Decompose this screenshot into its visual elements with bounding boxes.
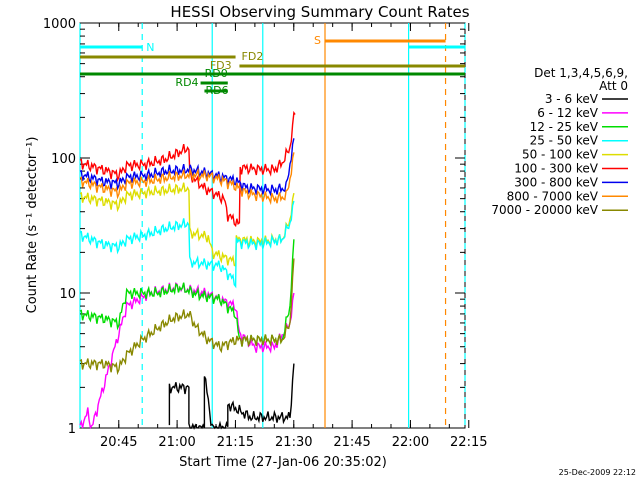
series-line-1 bbox=[79, 138, 295, 197]
x-tick-label: 20:45 bbox=[100, 435, 137, 450]
attenuator-label: N bbox=[146, 41, 154, 54]
series-line-0 bbox=[79, 110, 296, 228]
flag-label-rd0: RD0 bbox=[205, 67, 228, 80]
series-line-4 bbox=[79, 200, 295, 289]
series-line-8 bbox=[168, 363, 295, 430]
series-line-3 bbox=[79, 182, 295, 268]
plot-frame bbox=[79, 22, 466, 429]
legend-label: 800 - 7000 keV bbox=[507, 189, 599, 203]
flag-label-rd6: RD6 bbox=[205, 84, 228, 97]
legend-label: 3 - 6 keV bbox=[545, 92, 599, 106]
y-tick-label: 10 bbox=[59, 287, 76, 302]
flag-label-rd4: RD4 bbox=[175, 76, 198, 89]
legend-label: 50 - 100 keV bbox=[522, 148, 599, 162]
legend-header: Det 1,3,4,5,6,9, bbox=[534, 66, 628, 80]
footer-timestamp: 25-Dec-2009 22:12 bbox=[559, 468, 636, 477]
legend-header-att: Att 0 bbox=[599, 79, 628, 93]
chart-title: HESSI Observing Summary Count Rates bbox=[170, 3, 469, 21]
flag-label-fd2: FD2 bbox=[242, 50, 264, 63]
series-line-5 bbox=[79, 281, 295, 430]
x-tick-label: 22:15 bbox=[450, 435, 487, 450]
series-line-7 bbox=[79, 258, 295, 376]
y-tick-label: 1000 bbox=[43, 17, 76, 32]
legend-label: 25 - 50 keV bbox=[530, 134, 599, 148]
x-tick-label: 21:00 bbox=[158, 435, 195, 450]
x-axis-label: Start Time (27-Jan-06 20:35:02) bbox=[179, 455, 387, 470]
flag-label-s: S bbox=[314, 34, 321, 47]
series-line-2 bbox=[79, 152, 295, 206]
legend-label: 100 - 300 keV bbox=[514, 162, 598, 176]
x-tick-label: 21:30 bbox=[275, 435, 312, 450]
x-tick-label: 22:00 bbox=[392, 435, 429, 450]
legend-label: 300 - 800 keV bbox=[514, 175, 598, 189]
legend-label: 12 - 25 keV bbox=[530, 120, 599, 134]
series-line-6 bbox=[79, 239, 295, 348]
legend-label: 7000 - 20000 keV bbox=[491, 203, 598, 217]
y-axis-label: Count Rate (s⁻¹ detector⁻¹) bbox=[25, 137, 40, 314]
x-tick-label: 21:15 bbox=[217, 435, 254, 450]
x-tick-label: 21:45 bbox=[333, 435, 370, 450]
y-tick-label: 1 bbox=[68, 422, 76, 437]
y-tick-label: 100 bbox=[51, 152, 76, 167]
flag-label-fd3: FD3 bbox=[210, 59, 232, 72]
legend-label: 6 - 12 keV bbox=[537, 106, 599, 120]
